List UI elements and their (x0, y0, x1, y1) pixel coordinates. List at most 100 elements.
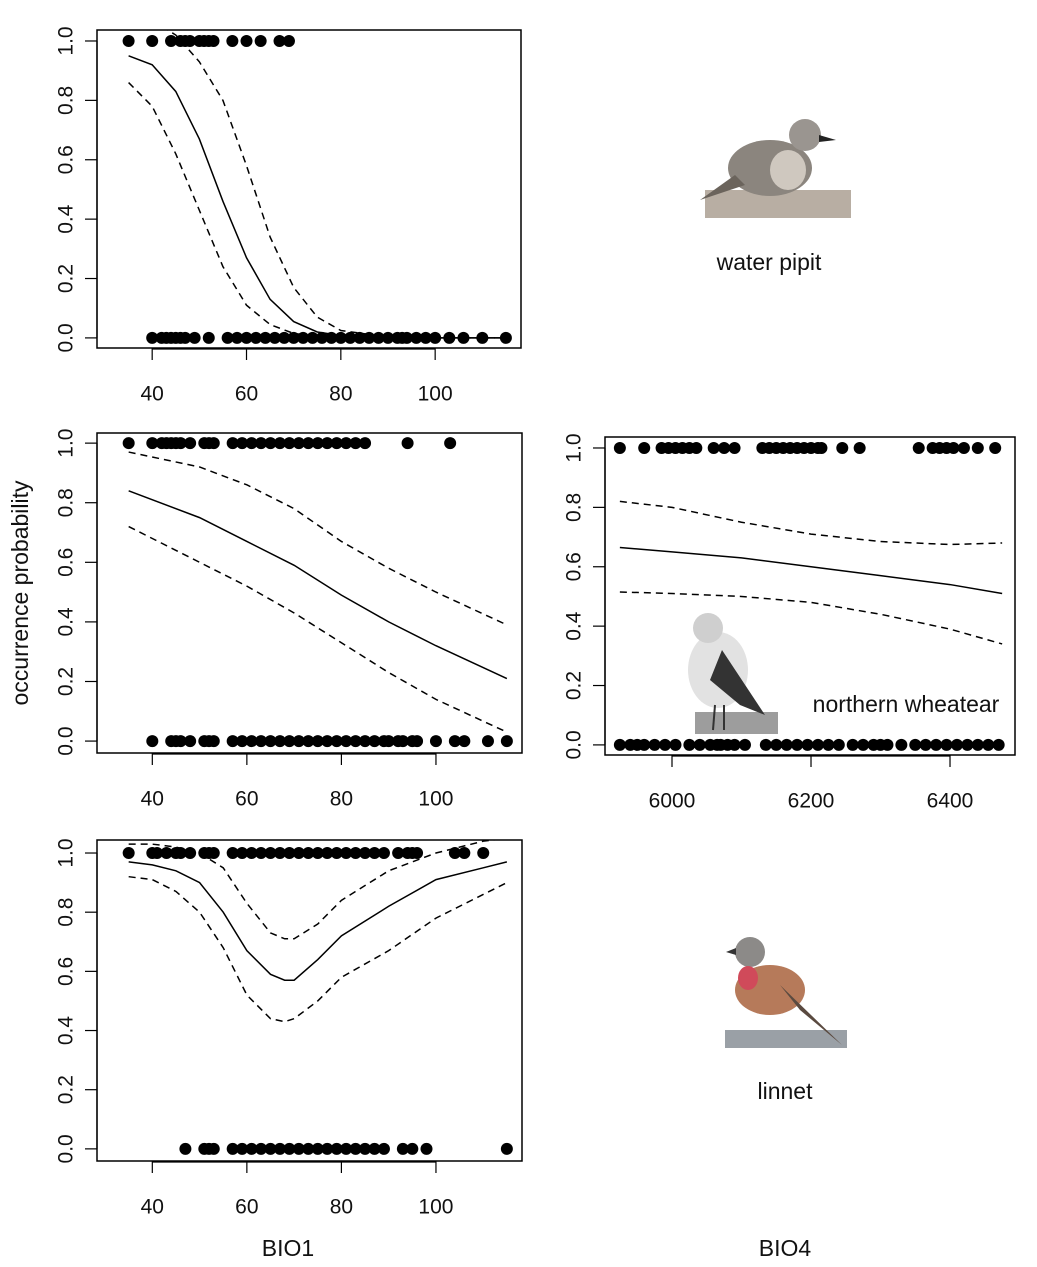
data-point (708, 442, 720, 454)
data-point (857, 739, 869, 751)
x-tick-label: 6400 (927, 790, 974, 813)
data-point (822, 739, 834, 751)
data-point (146, 35, 158, 47)
data-point (791, 739, 803, 751)
data-point (208, 437, 220, 449)
data-point (283, 35, 295, 47)
data-point (123, 35, 135, 47)
data-point (836, 442, 848, 454)
data-point (421, 1143, 433, 1155)
y-tick-label: 0.6 (55, 957, 78, 986)
fitted-line (129, 862, 507, 980)
x-axis-label: BIO1 (262, 1235, 314, 1261)
x-tick-label: 60 (235, 1196, 258, 1219)
data-point (411, 735, 423, 747)
data-point (184, 735, 196, 747)
data-point (179, 1143, 191, 1155)
data-point (958, 442, 970, 454)
x-tick-label: 60 (235, 788, 258, 811)
data-point (444, 437, 456, 449)
y-tick-label: 0.4 (55, 204, 78, 234)
data-point (669, 739, 681, 751)
data-point (972, 739, 984, 751)
figure: 40 60 80 100 0.0 0.2 0.4 0.6 0.8 1.0 water pipit 40… (0, 0, 1037, 1267)
y-tick-label: 1.0 (55, 838, 78, 867)
y-tick-label: 0.0 (55, 323, 78, 352)
data-point (649, 739, 661, 751)
data-point (909, 739, 921, 751)
data-point (930, 739, 942, 751)
data-point (241, 35, 253, 47)
data-point (690, 442, 702, 454)
data-point (982, 739, 994, 751)
bird-illustration (700, 119, 851, 218)
y-tick-label: 0.2 (55, 667, 78, 696)
data-point (638, 442, 650, 454)
x-tick-label: 60 (235, 383, 258, 406)
data-point (123, 847, 135, 859)
data-point (184, 437, 196, 449)
fitted-line (129, 491, 507, 679)
y-tick-label: 1.0 (563, 433, 586, 462)
data-point (430, 735, 442, 747)
data-point (895, 739, 907, 751)
data-point (458, 735, 470, 747)
data-point (208, 847, 220, 859)
x-tick-label: 40 (141, 1196, 164, 1219)
x-tick-label: 6000 (649, 790, 696, 813)
y-tick-label: 0.8 (55, 898, 78, 927)
y-tick-label: 0.0 (563, 730, 586, 759)
y-tick-label: 1.0 (55, 26, 78, 55)
data-point (718, 442, 730, 454)
data-point (993, 739, 1005, 751)
data-point (815, 442, 827, 454)
y-tick-label: 0.4 (55, 1016, 78, 1046)
y-tick-label: 0.2 (55, 1075, 78, 1104)
data-point (729, 442, 741, 454)
data-point (501, 1143, 513, 1155)
confidence-line (129, 452, 507, 625)
x-tick-label: 40 (141, 383, 164, 406)
data-point (378, 1143, 390, 1155)
data-point (854, 442, 866, 454)
y-tick-label: 0.0 (55, 1134, 78, 1163)
x-tick-label: 100 (418, 383, 453, 406)
data-point (760, 739, 772, 751)
fitted-line (620, 547, 1002, 593)
plot-frame (97, 30, 521, 348)
x-tick-label: 100 (418, 788, 453, 811)
x-tick-label: 80 (330, 788, 353, 811)
data-point (972, 442, 984, 454)
y-tick-label: 0.6 (55, 548, 78, 577)
y-tick-label: 0.6 (55, 145, 78, 174)
data-point (184, 847, 196, 859)
confidence-line (620, 501, 1002, 544)
y-tick-label: 0.4 (563, 611, 586, 641)
data-point (729, 739, 741, 751)
data-point (812, 739, 824, 751)
species-label: water pipit (716, 249, 822, 275)
data-point (961, 739, 973, 751)
x-tick-label: 80 (329, 383, 352, 406)
x-axis-label: BIO4 (759, 1235, 812, 1261)
data-point (683, 739, 695, 751)
data-point (207, 35, 219, 47)
confidence-line (129, 83, 506, 338)
y-tick-label: 0.4 (55, 607, 78, 637)
data-point (477, 847, 489, 859)
data-point (255, 35, 267, 47)
y-tick-label: 0.6 (563, 552, 586, 581)
x-tick-label: 40 (141, 788, 164, 811)
data-point (359, 437, 371, 449)
x-tick-label: 100 (418, 1196, 453, 1219)
confidence-line (129, 877, 507, 1022)
bird-illustration (688, 613, 778, 734)
data-point (833, 739, 845, 751)
data-point (402, 437, 414, 449)
data-point (781, 739, 793, 751)
data-point (501, 735, 513, 747)
data-point (189, 332, 201, 344)
data-point (881, 739, 893, 751)
